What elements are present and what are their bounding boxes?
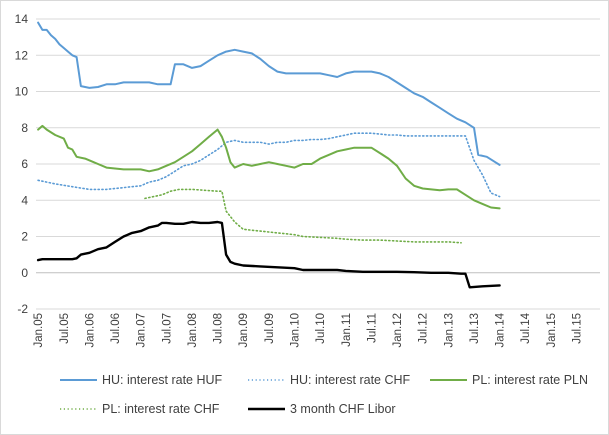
x-tick-label: Jan.05 <box>33 313 45 348</box>
x-tick-label: Jul.13 <box>469 313 481 344</box>
y-tick-label: 6 <box>21 157 28 171</box>
grid-lines <box>36 18 600 310</box>
series-layer <box>36 21 501 289</box>
series-line-1 <box>37 21 501 166</box>
y-tick-label: 2 <box>21 230 28 244</box>
y-tick-label: 8 <box>21 121 28 135</box>
x-tick-label: Jul.15 <box>572 313 584 344</box>
x-tick-label: Jul.12 <box>418 313 430 344</box>
x-axis-ticks: Jan.05 Jul.05 Jan.06 Jul.06 Jan.07 Jul.07 Jan.… <box>33 312 583 347</box>
series-line-3 <box>37 124 501 210</box>
series-line-5 <box>36 220 501 289</box>
x-tick-label: Jul.05 <box>59 313 71 344</box>
y-tick-label: 4 <box>21 193 28 207</box>
x-tick-label: Jan.07 <box>136 313 148 348</box>
x-tick-label: Jul.11 <box>366 313 378 343</box>
x-tick-label: Jul.07 <box>161 313 173 344</box>
x-tick-label: Jul.09 <box>264 313 276 344</box>
y-tick-label: 14 <box>15 12 29 26</box>
x-tick-label: Jan.06 <box>84 313 96 348</box>
x-tick-label: Jan.11 <box>341 313 353 347</box>
x-tick-label: Jan.09 <box>238 313 250 348</box>
y-tick-label: -2 <box>17 302 28 316</box>
x-tick-label: Jan.10 <box>290 313 302 348</box>
series-line-2 <box>37 132 501 198</box>
x-tick-label: Jan.13 <box>443 313 455 348</box>
legend-label: 3 month CHF Libor <box>290 402 396 416</box>
x-tick-label: Jan.12 <box>392 313 404 348</box>
legend-label: PL: interest rate PLN <box>472 373 588 387</box>
y-tick-label: 10 <box>15 85 29 99</box>
x-tick-label: Jan.15 <box>546 313 558 348</box>
y-axis-ticks: -2 0 2 4 6 8 10 12 14 <box>15 12 29 316</box>
legend-label: HU: interest rate CHF <box>290 373 411 387</box>
x-tick-label: Jul.14 <box>520 312 532 343</box>
x-tick-label: Jul.10 <box>315 313 327 344</box>
y-tick-label: 12 <box>15 48 29 62</box>
x-tick-label: Jan.08 <box>187 313 199 348</box>
x-tick-label: Jul.06 <box>110 313 122 344</box>
legend-label: HU: interest rate HUF <box>102 373 223 387</box>
legend-label: PL: interest rate CHF <box>102 402 220 416</box>
legend: HU: interest rate HUF HU: interest rate C… <box>60 373 588 416</box>
x-tick-label: Jul.08 <box>213 313 225 344</box>
series-line-4 <box>144 188 462 244</box>
y-tick-label: 0 <box>21 266 28 280</box>
x-tick-label: Jan.14 <box>495 312 507 347</box>
